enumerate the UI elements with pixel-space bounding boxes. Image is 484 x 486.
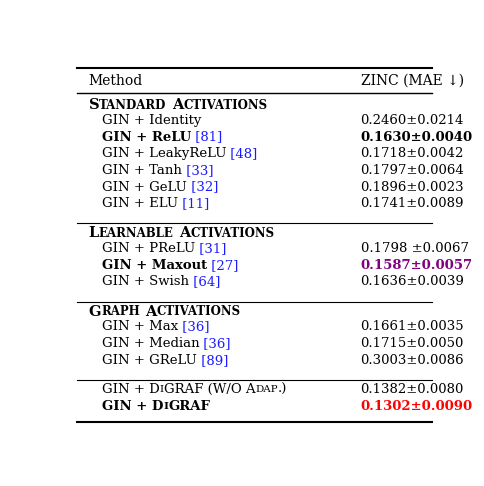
Text: CTIVATIONS: CTIVATIONS: [190, 227, 274, 240]
Text: GRAF: GRAF: [168, 400, 210, 413]
Text: [48]: [48]: [226, 147, 257, 160]
Text: TANDARD: TANDARD: [99, 99, 166, 112]
Text: L: L: [89, 226, 99, 241]
Text: GIN + PReLU: GIN + PReLU: [102, 242, 195, 255]
Text: 0.3003±0.0086: 0.3003±0.0086: [361, 354, 464, 367]
Text: CTIVATIONS: CTIVATIONS: [183, 99, 267, 112]
Text: 0.1661±0.0035: 0.1661±0.0035: [361, 320, 464, 333]
Text: GIN + Maxout: GIN + Maxout: [102, 259, 207, 272]
Text: A: A: [145, 305, 156, 319]
Text: GIN + Swish: GIN + Swish: [102, 276, 189, 289]
Text: 0.1718±0.0042: 0.1718±0.0042: [361, 147, 464, 160]
Text: GIN + GeLU: GIN + GeLU: [102, 181, 187, 193]
Text: Method: Method: [89, 74, 143, 88]
Text: ZINC (MAE ↓): ZINC (MAE ↓): [361, 74, 464, 88]
Text: [36]: [36]: [199, 337, 231, 350]
Text: [27]: [27]: [207, 259, 238, 272]
Text: [89]: [89]: [197, 354, 228, 367]
Text: GIN + LeakyReLU: GIN + LeakyReLU: [102, 147, 226, 160]
Text: [81]: [81]: [191, 131, 222, 144]
Text: [31]: [31]: [195, 242, 227, 255]
Text: RAPH: RAPH: [101, 305, 140, 318]
Text: 0.2460±0.0214: 0.2460±0.0214: [361, 114, 464, 127]
Text: 0.1798 ±0.0067: 0.1798 ±0.0067: [361, 242, 469, 255]
Text: .): .): [278, 383, 287, 397]
Text: G: G: [89, 305, 101, 319]
Text: A: A: [179, 226, 190, 241]
Text: 0.1630±0.0040: 0.1630±0.0040: [361, 131, 473, 144]
Text: 0.1896±0.0023: 0.1896±0.0023: [361, 181, 464, 193]
Text: 0.1382±0.0080: 0.1382±0.0080: [361, 383, 464, 397]
Text: GIN + Median: GIN + Median: [102, 337, 199, 350]
Text: GIN + GReLU: GIN + GReLU: [102, 354, 197, 367]
Text: [32]: [32]: [187, 181, 218, 193]
Text: GIN + Max: GIN + Max: [102, 320, 178, 333]
Text: GIN + Tanh: GIN + Tanh: [102, 164, 182, 177]
Text: 0.1636±0.0039: 0.1636±0.0039: [361, 276, 465, 289]
Text: GIN + D: GIN + D: [102, 383, 160, 397]
Text: 0.1715±0.0050: 0.1715±0.0050: [361, 337, 464, 350]
Text: [64]: [64]: [189, 276, 220, 289]
Text: [36]: [36]: [178, 320, 210, 333]
Text: DAP: DAP: [255, 385, 278, 395]
Text: CTIVATIONS: CTIVATIONS: [156, 305, 241, 318]
Text: GIN + ReLU: GIN + ReLU: [102, 131, 191, 144]
Text: 0.1587±0.0057: 0.1587±0.0057: [361, 259, 473, 272]
Text: A: A: [172, 98, 183, 112]
Text: I: I: [163, 402, 168, 411]
Text: 0.1302±0.0090: 0.1302±0.0090: [361, 400, 473, 413]
Text: GIN + D: GIN + D: [102, 400, 163, 413]
Text: GRAF (W/O A: GRAF (W/O A: [164, 383, 255, 397]
Text: [33]: [33]: [182, 164, 213, 177]
Text: S: S: [89, 98, 99, 112]
Text: GIN + ELU: GIN + ELU: [102, 197, 178, 210]
Text: 0.1797±0.0064: 0.1797±0.0064: [361, 164, 464, 177]
Text: 0.1741±0.0089: 0.1741±0.0089: [361, 197, 464, 210]
Text: GIN + Identity: GIN + Identity: [102, 114, 201, 127]
Text: I: I: [160, 385, 164, 395]
Text: [11]: [11]: [178, 197, 209, 210]
Text: EARNABLE: EARNABLE: [99, 227, 174, 240]
